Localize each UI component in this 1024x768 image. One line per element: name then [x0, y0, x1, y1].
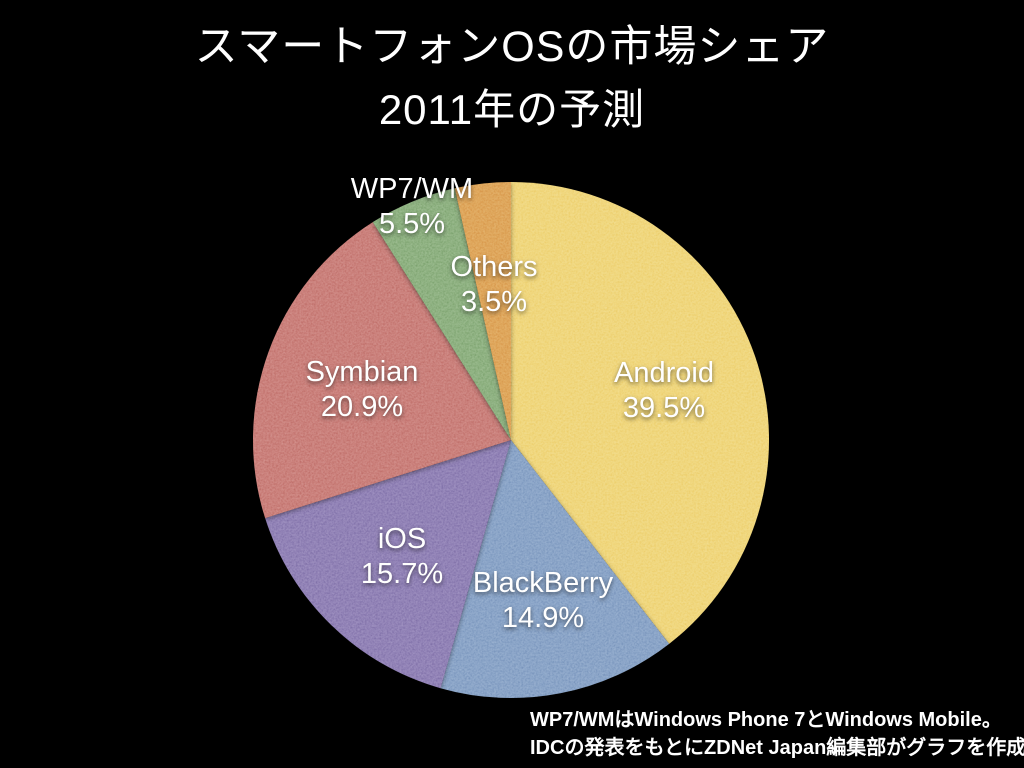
- slice-label-others-name: Others: [450, 251, 537, 283]
- slice-label-ios-name: iOS: [378, 523, 426, 555]
- slice-label-blackberry-name: BlackBerry: [473, 567, 614, 599]
- slice-label-symbian-name: Symbian: [306, 356, 419, 388]
- chart-title-block: スマートフォンOSの市場シェア 2011年の予測: [0, 20, 1024, 137]
- slice-label-android-value: 39.5%: [623, 392, 705, 424]
- chart-subtitle: 2011年の予測: [378, 86, 646, 133]
- source-note-line2: IDCの発表をもとにZDNet Japan編集部がグラフを作成。: [530, 737, 1024, 759]
- slice-label-blackberry-value: 14.9%: [502, 602, 584, 634]
- slice-label-wp7-wm-value: 5.5%: [379, 208, 445, 240]
- slice-label-ios-value: 15.7%: [361, 558, 443, 590]
- source-note-line1: WP7/WMはWindows Phone 7とWindows Mobile。: [530, 709, 1002, 731]
- slice-label-symbian-value: 20.9%: [321, 391, 403, 423]
- source-note: WP7/WMはWindows Phone 7とWindows Mobile。 I…: [530, 706, 1024, 762]
- slice-label-android-name: Android: [614, 357, 714, 389]
- chart-title: スマートフォンOSの市場シェア: [194, 23, 830, 71]
- slice-label-wp7-wm-name: WP7/WM: [351, 173, 473, 205]
- slice-label-others-value: 3.5%: [461, 286, 527, 318]
